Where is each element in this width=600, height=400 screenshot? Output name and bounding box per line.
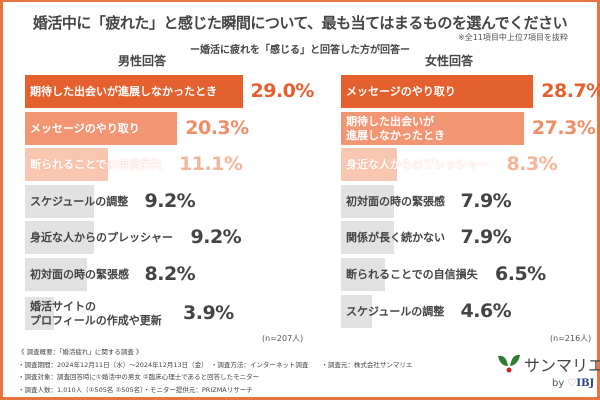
bar xyxy=(25,184,94,218)
bar xyxy=(25,221,94,255)
category-label: 期待した出会いが 進展しなかったとき xyxy=(346,114,445,142)
category-label: 初対面の時の緊張感 xyxy=(30,268,129,281)
logo: サンマリエ by ♡IBJ xyxy=(496,352,600,389)
category-label: 断られることでの自信損失 xyxy=(346,268,478,281)
by-ibj: by ♡IBJ xyxy=(552,378,594,389)
heart-icon: ♡ xyxy=(567,378,577,389)
category-label: スケジュールの調整 xyxy=(30,194,129,208)
category-label: 初対面の時の緊張感 xyxy=(346,194,445,208)
female-n: (n=216人) xyxy=(550,334,592,343)
bar xyxy=(341,184,394,218)
logo-name: サンマリエ xyxy=(524,356,600,375)
footer-line: 《 調査概要：「婚活疲れ」に関する調査 》 xyxy=(18,348,143,356)
value-label: 7.9% xyxy=(460,226,512,249)
category-label: 期待した出会いが進展しなかったとき xyxy=(30,85,217,98)
bar xyxy=(341,258,385,291)
footer-line: ・調査期間：2024年12月11日（水）～2024年12月13日（金） ・調査方… xyxy=(18,360,413,369)
page-title: 婚活中に「疲れた」と感じた瞬間について、最も当てはまるものを選んでください xyxy=(32,14,568,32)
bar xyxy=(25,75,243,108)
bar xyxy=(341,294,372,328)
value-label: 28.7% xyxy=(541,80,600,102)
male-n: (n=207人) xyxy=(262,334,304,343)
note: ※全11項目中上位7項目を抜粋 xyxy=(458,33,568,42)
male-title: 男性回答 xyxy=(118,54,167,68)
value-label: 6.5% xyxy=(495,263,546,285)
value-label: 9.2% xyxy=(190,226,242,249)
value-label: 8.3% xyxy=(506,153,558,176)
by-text: by xyxy=(552,378,565,389)
value-label: 4.6% xyxy=(460,299,512,322)
bar xyxy=(341,221,394,255)
category-label: 身近な人からのプレッシャー xyxy=(30,231,173,245)
bar xyxy=(25,111,178,145)
value-label: 3.9% xyxy=(183,301,234,324)
value-label: 20.3% xyxy=(185,116,249,139)
value-label: 9.2% xyxy=(144,189,196,212)
bar xyxy=(25,296,55,330)
category-label: 断られることでの自信損失 xyxy=(30,158,162,172)
category-label: メッセージのやり取り xyxy=(346,85,456,98)
footer-line: ・調査人数：1,010人（①505名 ②505名）・モニター提供元：PRIZMA… xyxy=(18,385,253,394)
ibj-text: IBJ xyxy=(576,378,595,389)
subtitle: ー婚活に疲れを「感じる」と回答した方が回答ー xyxy=(190,45,410,56)
value-label: 8.2% xyxy=(144,263,196,285)
value-label: 11.1% xyxy=(179,153,243,176)
category-label: メッセージのやり取り xyxy=(30,121,140,135)
bar xyxy=(341,148,397,182)
value-label: 27.3% xyxy=(531,116,596,139)
footer-line: ・調査対象：調査回答時に①婚活中の男女 ②臨床心理士であると回答したモニター xyxy=(18,373,260,381)
leaf-logo-icon xyxy=(498,354,520,373)
bar xyxy=(25,148,109,182)
category-label: 身近な人からのプレッシャー xyxy=(346,158,489,172)
female-title: 女性回答 xyxy=(425,54,474,68)
category-label: 婚活サイトの プロフィールの作成や更新 xyxy=(30,299,162,327)
survey-summary: 《 調査概要：「婚活疲れ」に関する調査 》 ・調査期間：2024年12月11日（… xyxy=(18,346,412,396)
bar xyxy=(25,258,87,291)
bar xyxy=(341,111,524,145)
bar xyxy=(341,75,534,108)
value-label: 7.9% xyxy=(460,189,512,212)
category-label: 関係が長く続かない xyxy=(346,231,445,245)
category-label: スケジュールの調整 xyxy=(346,304,445,318)
value-label: 29.0% xyxy=(250,80,315,102)
